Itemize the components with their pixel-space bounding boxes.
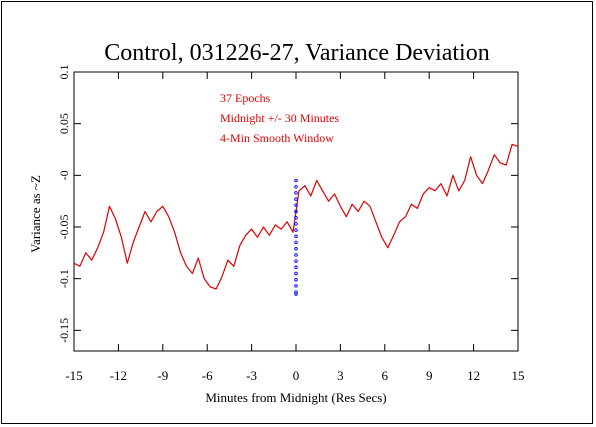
midnight-marker-point: [294, 277, 298, 282]
x-tick-label: -12: [110, 368, 127, 383]
midnight-marker-point: [294, 191, 298, 195]
series-line: [73, 143, 519, 290]
y-tick-label: 0.05: [57, 113, 71, 134]
y-tick-label: 0.1: [57, 65, 71, 80]
midnight-marker-point: [294, 184, 298, 189]
y-axis-label: Variance as ~Z: [28, 175, 43, 253]
y-tick-label: -0.1: [57, 269, 71, 288]
midnight-marker-point: [294, 197, 298, 201]
midnight-marker-point: [294, 203, 298, 208]
x-axis-label: Minutes from Midnight (Res Secs): [205, 390, 386, 405]
midnight-marker-point: [294, 222, 298, 226]
midnight-marker-point: [294, 292, 298, 296]
y-tick-label: -0.05: [57, 215, 71, 240]
midnight-marker-point: [294, 259, 298, 263]
x-tick-label: 0: [293, 368, 300, 383]
x-tick-label: -9: [157, 368, 168, 383]
x-tick-label: 6: [382, 368, 389, 383]
x-tick-label: -15: [65, 368, 82, 383]
midnight-marker-point: [294, 240, 298, 245]
midnight-marker-point: [294, 209, 298, 214]
annotation-label: 4-Min Smooth Window: [220, 131, 334, 145]
annotation-label: 37 Epochs: [220, 91, 271, 105]
midnight-marker-point: [294, 246, 298, 251]
midnight-marker-point: [294, 215, 298, 220]
y-tick-label: -0: [57, 170, 71, 180]
midnight-marker-point: [294, 178, 298, 183]
midnight-marker-point: [294, 271, 298, 276]
midnight-marker-point: [294, 253, 298, 257]
x-tick-label: 15: [512, 368, 525, 383]
chart-title: Control, 031226-27, Variance Deviation: [104, 40, 489, 66]
x-tick-label: 12: [467, 368, 480, 383]
x-tick-label: -6: [202, 368, 213, 383]
midnight-marker-point: [294, 290, 298, 294]
x-tick-label: -3: [246, 368, 257, 383]
midnight-marker-point: [294, 234, 298, 239]
x-tick-label: 9: [426, 368, 433, 383]
midnight-marker-point: [294, 265, 298, 270]
annotation-label: Midnight +/- 30 Minutes: [220, 111, 339, 125]
y-tick-label: -0.15: [57, 318, 71, 343]
midnight-marker-point: [294, 284, 298, 288]
x-tick-label: 3: [337, 368, 344, 383]
midnight-marker-point: [294, 228, 298, 232]
